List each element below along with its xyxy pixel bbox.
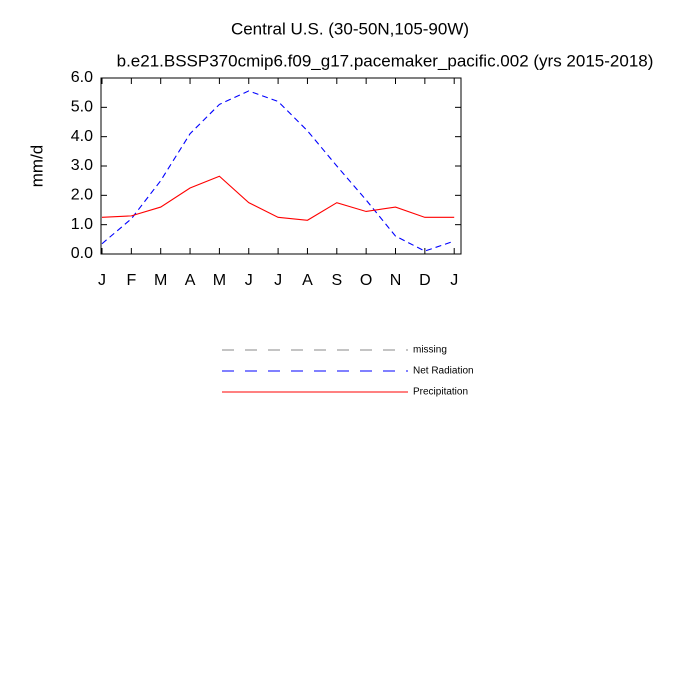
y-tick-label: 4.0 <box>71 128 93 145</box>
legend-label: Net Radiation <box>413 366 474 377</box>
series-line <box>101 175 455 221</box>
x-tick-label: O <box>360 272 372 289</box>
x-tick-label: M <box>154 272 167 289</box>
x-tick-label: F <box>126 272 136 289</box>
y-tick-label: 2.0 <box>71 187 93 204</box>
legend-label: missing <box>413 345 447 356</box>
x-tick-label: J <box>450 272 458 289</box>
x-tick-label: D <box>419 272 431 289</box>
y-tick-label: 0.0 <box>71 245 93 262</box>
x-tick-label: J <box>245 272 253 289</box>
series-line <box>101 90 455 252</box>
x-tick-label: M <box>213 272 226 289</box>
x-tick-label: A <box>185 272 196 289</box>
x-tick-label: J <box>98 272 106 289</box>
y-tick-label: 5.0 <box>71 99 93 116</box>
y-axis-label: mm/d <box>27 145 46 188</box>
chart-title: Central U.S. (30-50N,105-90W) <box>231 19 469 38</box>
x-tick-label: J <box>274 272 282 289</box>
x-tick-label: N <box>390 272 402 289</box>
y-tick-label: 3.0 <box>71 157 93 174</box>
legend-label: Precipitation <box>413 387 468 398</box>
chart-subtitle: b.e21.BSSP370cmip6.f09_g17.pacemaker_pac… <box>117 51 654 70</box>
x-tick-label: S <box>331 272 342 289</box>
y-tick-label: 6.0 <box>71 69 93 86</box>
y-tick-label: 1.0 <box>71 216 93 233</box>
x-tick-label: A <box>302 272 313 289</box>
